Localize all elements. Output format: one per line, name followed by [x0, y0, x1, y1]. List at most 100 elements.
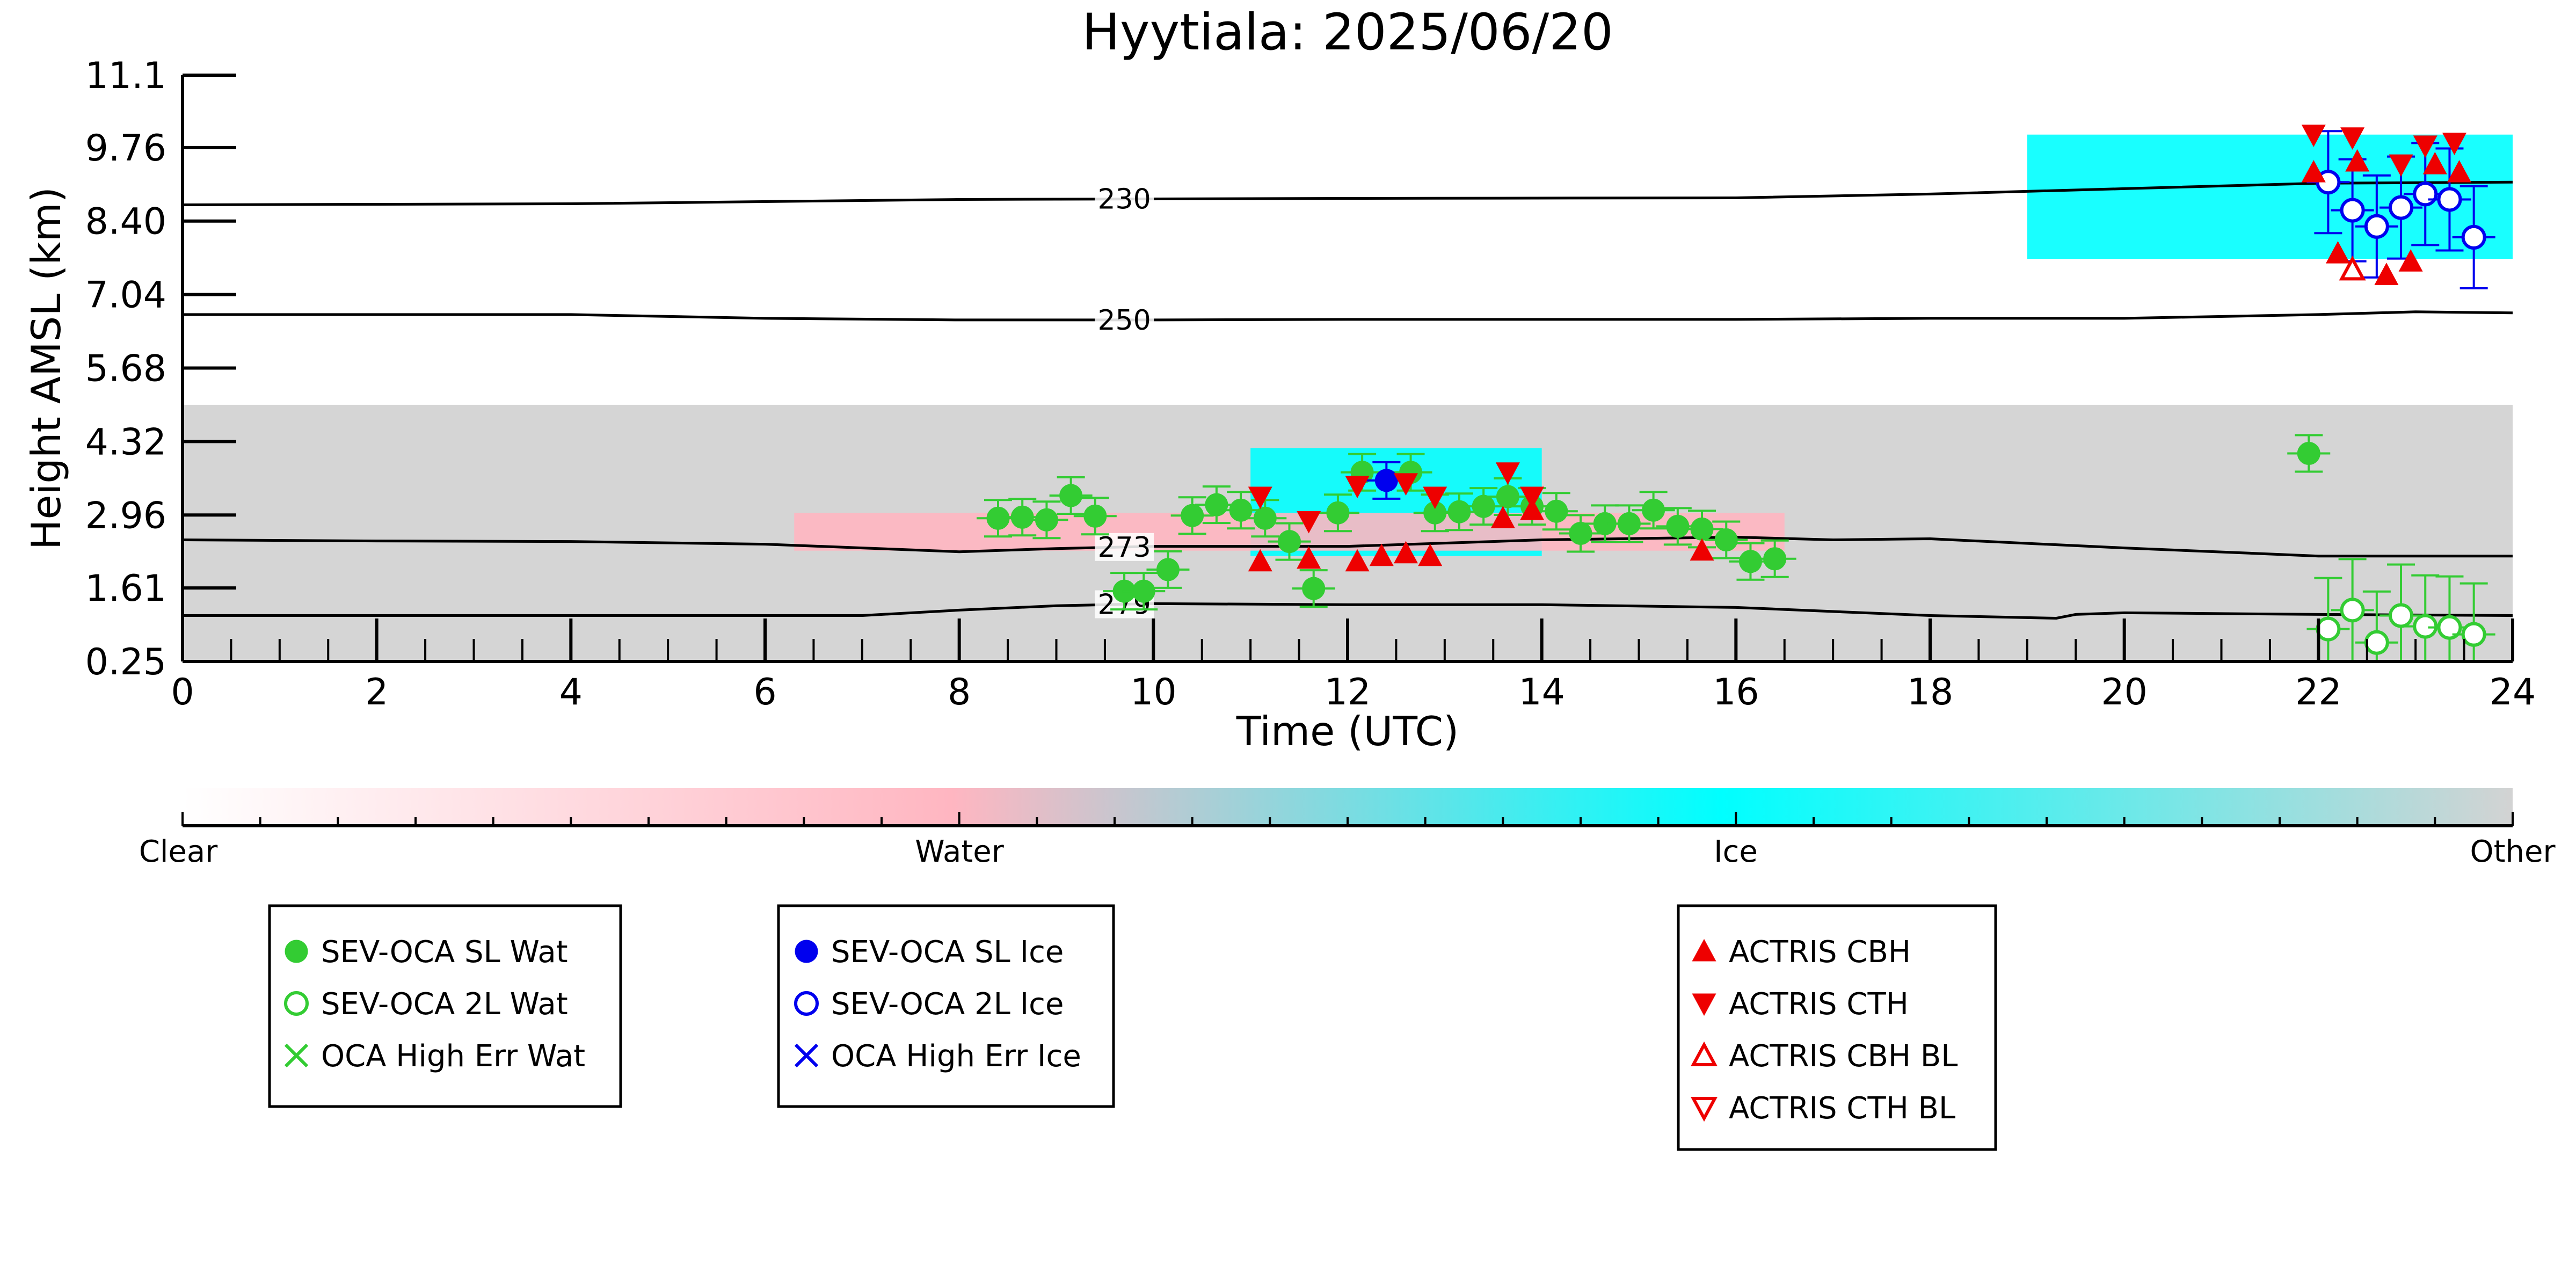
marker-actris-cth-4: [1423, 486, 1447, 510]
x-tick-label-5: 10: [1130, 671, 1177, 714]
y-tick-label-1: 1.61: [85, 567, 166, 610]
legend-label-actris-cth: ACTRIS CTH: [1729, 987, 1909, 1022]
legend-marker-sev-oca-2l-ice: [794, 991, 819, 1016]
x-tick-label-0: 0: [171, 671, 194, 714]
marker-actris-cbh-14: [2422, 151, 2447, 174]
marker-sev-oca-2l-ice-4: [2413, 181, 2438, 207]
y-tick-label-4: 5.68: [85, 347, 166, 390]
contour-line-273: [183, 535, 2513, 558]
legend-label-sev-oca-sl-wat: SEV-OCA SL Wat: [321, 935, 568, 970]
contour-label-bg-273: [1095, 533, 1154, 561]
colorbar-ticks: [181, 812, 2514, 826]
y-ticks: 0.25 1.61 2.96 4.32 5.68 7.04 8.40 9.76 11.1: [85, 55, 236, 683]
marker-sev-oca-sl-wat-8: [1181, 504, 1204, 527]
marker-actris-cth-6: [1520, 486, 1545, 510]
legend-ice-frame: [777, 904, 1115, 1108]
x-tick-label-8: 16: [1713, 671, 1759, 714]
marker-sev-oca-sl-wat-11: [1253, 506, 1277, 530]
colorbar-label-clear: Clear: [139, 834, 218, 869]
marker-sev-oca-2l-ice-6: [2461, 224, 2486, 250]
marker-actris-cth-1: [1297, 511, 1321, 534]
marker-sev-oca-sl-wat-6: [1132, 579, 1155, 603]
marker-sev-oca-2l-wat-1: [2340, 598, 2365, 623]
contour-line-230: [183, 180, 2513, 206]
legend-label-oca-high-err-wat: OCA High Err Wat: [321, 1039, 585, 1074]
y-tick-label-3: 4.32: [85, 421, 166, 463]
x-tick-label-2: 4: [559, 671, 583, 714]
marker-actris-cbh-2: [1345, 549, 1370, 572]
marker-actris-cth-11: [2442, 133, 2467, 155]
marker-sev-oca-sl-wat-13: [1302, 577, 1326, 600]
marker-actris-cth-9: [2389, 154, 2413, 177]
marker-sev-oca-sl-wat-31: [1763, 547, 1787, 571]
marker-sev-oca-sl-wat-20: [1496, 485, 1519, 508]
legend-marker-actris-cth: [1692, 993, 1716, 1016]
marker-sev-oca-sl-wat-30: [1738, 550, 1762, 573]
y-axis-label: Height AMSL (km): [23, 187, 70, 550]
x-tick-label-7: 14: [1518, 671, 1565, 714]
marker-actris-cbh-8: [1690, 538, 1714, 561]
contour-label-250: 250: [1097, 304, 1151, 337]
legend-label-actris-cbh-bl: ACTRIS CBH BL: [1729, 1039, 1958, 1074]
marker-sev-oca-sl-wat-7: [1156, 558, 1180, 581]
marker-sev-oca-2l-wat-0: [2316, 616, 2341, 642]
legend-actris-frame: [1677, 904, 1997, 1151]
legend-marker-sev-oca-2l-wat: [284, 991, 309, 1016]
legend-marker-sev-oca-sl-ice: [795, 940, 818, 963]
marker-actris-cbh-6: [1490, 506, 1515, 528]
legend-marker-actris-cth-bl: [1690, 1097, 1718, 1122]
marker-sev-oca-sl-wat-25: [1617, 512, 1641, 535]
contour-label-bg-250: [1095, 305, 1154, 334]
cloud-phase-field: [183, 134, 2513, 661]
marker-sev-oca-sl-wat-9: [1205, 493, 1228, 516]
x-tick-label-10: 20: [2101, 671, 2148, 714]
marker-sev-oca-sl-wat-29: [1714, 528, 1738, 552]
marker-sev-oca-sl-wat-3: [1059, 484, 1083, 507]
x-tick-label-4: 8: [948, 671, 971, 714]
retrieval-markers: [977, 125, 2495, 661]
marker-actris-cbh-0: [1248, 549, 1272, 572]
chart-title: Hyytiala: 2025/06/20: [1082, 3, 1613, 62]
x-tick-label-11: 22: [2295, 671, 2342, 714]
marker-actris-cbh-15: [2447, 160, 2472, 183]
legend-label-sev-oca-2l-ice: SEV-OCA 2L Ice: [831, 987, 1064, 1022]
contour-label-bg-230: [1095, 185, 1154, 213]
marker-sev-oca-sl-wat-26: [1642, 498, 1665, 522]
x-axis-label: Time (UTC): [1236, 708, 1459, 755]
legend-water-frame: [268, 904, 622, 1108]
marker-sev-oca-sl-wat-14: [1326, 501, 1350, 525]
marker-actris-cth-8: [2340, 127, 2365, 150]
x-tick-label-12: 24: [2490, 671, 2536, 714]
x-tick-label-3: 6: [753, 671, 776, 714]
marker-actris-cbh-bl-0: [2339, 256, 2366, 281]
y-tick-label-5: 7.04: [85, 274, 166, 317]
legend-label-oca-high-err-ice: OCA High Err Ice: [831, 1039, 1081, 1074]
x-tick-label-1: 2: [365, 671, 388, 714]
marker-sev-oca-2l-ice-1: [2340, 198, 2365, 223]
marker-sev-oca-sl-wat-22: [1545, 499, 1568, 523]
legend-ice: SEV-OCA SL Ice SEV-OCA 2L Ice OCA High Err…: [777, 904, 1115, 1108]
colorbar-label-water: Water: [915, 834, 1005, 869]
marker-sev-oca-sl-wat-18: [1447, 500, 1471, 523]
legend-label-sev-oca-2l-wat: SEV-OCA 2L Wat: [321, 987, 568, 1022]
legend-label-actris-cbh: ACTRIS CBH: [1729, 935, 1911, 970]
y-tick-label-2: 2.96: [85, 494, 166, 537]
marker-actris-cbh-11: [2345, 149, 2370, 172]
x-tick-label-9: 18: [1907, 671, 1954, 714]
marker-sev-oca-sl-wat-23: [1569, 521, 1592, 545]
y-tick-label-6: 8.40: [85, 201, 166, 243]
marker-actris-cth-0: [1248, 486, 1272, 510]
marker-actris-cbh-10: [2325, 241, 2351, 264]
marker-sev-oca-sl-wat-28: [1690, 517, 1714, 541]
marker-sev-oca-2l-ice-5: [2437, 187, 2462, 212]
marker-sev-oca-sl-wat-27: [1666, 514, 1690, 538]
marker-sev-oca-2l-ice-3: [2389, 195, 2414, 220]
legend-marker-actris-cbh-bl: [1690, 1041, 1718, 1066]
contour-label-273: 273: [1097, 532, 1151, 564]
marker-actris-cth-5: [1495, 462, 1520, 485]
y-tick-label-8: 11.1: [85, 55, 166, 97]
marker-actris-cbh-7: [1520, 498, 1545, 520]
